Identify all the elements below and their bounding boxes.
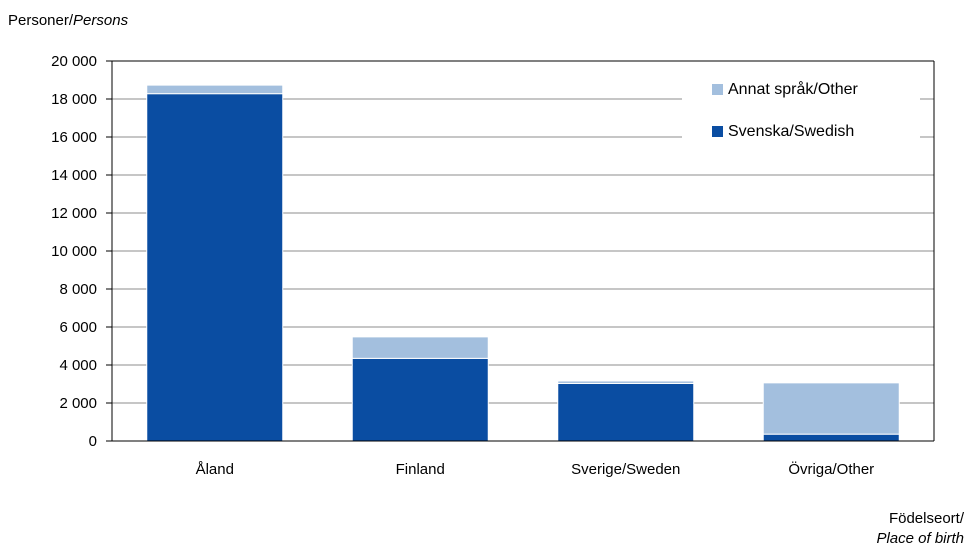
- y-tick-label: 10 000: [51, 243, 97, 260]
- x-axis-title: Födelseort/ Place of birth: [876, 509, 964, 549]
- y-tick-label: 6 000: [59, 319, 97, 336]
- x-axis-title-main: Födelseort/: [888, 510, 964, 527]
- y-tick-label: 2 000: [59, 395, 97, 412]
- bar-segment: [762, 382, 900, 435]
- x-tick-label: Övriga/Other: [788, 460, 874, 478]
- x-tick-label: Åland: [196, 461, 234, 478]
- x-tick-label: Sverige/Sweden: [571, 461, 680, 478]
- legend-swatch: [712, 126, 723, 137]
- x-axis-title-italic: Place of birth: [876, 530, 964, 547]
- y-tick-label: 4 000: [59, 357, 97, 374]
- y-tick-label: 12 000: [51, 205, 97, 222]
- legend-label: Annat språk/Other: [728, 80, 859, 98]
- bar-segment: [351, 336, 489, 359]
- bar-segment: [557, 382, 695, 442]
- x-tick-label: Finland: [396, 461, 445, 478]
- y-tick-label: 0: [89, 433, 97, 450]
- legend-label: Svenska/Swedish: [728, 123, 854, 140]
- y-tick-label: 16 000: [51, 129, 97, 146]
- bar-segment: [762, 433, 900, 442]
- bar-segment: [351, 357, 489, 442]
- legend-swatch: [712, 84, 723, 95]
- y-tick-label: 8 000: [59, 281, 97, 298]
- y-axis-title-italic: Persons: [73, 12, 129, 29]
- bar-segment: [146, 84, 284, 95]
- y-axis-title-main: Personer/: [8, 12, 74, 29]
- y-tick-label: 20 000: [51, 53, 97, 70]
- y-tick-label: 18 000: [51, 91, 97, 108]
- y-tick-label: 14 000: [51, 167, 97, 184]
- bar-segment: [557, 380, 695, 384]
- y-axis-title: Personer/Persons: [8, 12, 128, 29]
- bar-segment: [146, 93, 284, 442]
